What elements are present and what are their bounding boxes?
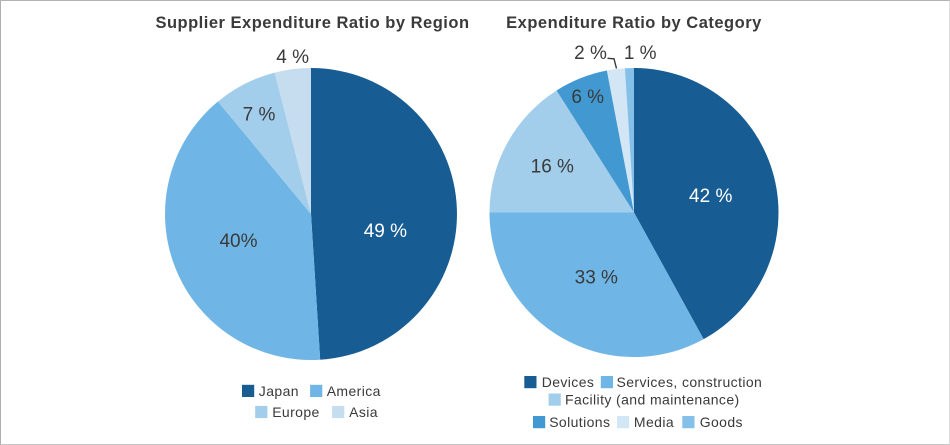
svg-text:Supplier Expenditure Ratio by: Supplier Expenditure Ratio by Region — [155, 14, 469, 32]
svg-text:Media: Media — [634, 414, 674, 430]
svg-text:42 %: 42 % — [689, 186, 732, 207]
svg-text:Solutions: Solutions — [549, 414, 610, 430]
svg-text:4 %: 4 % — [276, 47, 309, 68]
svg-text:49 %: 49 % — [364, 221, 407, 242]
svg-text:1 %: 1 % — [624, 43, 657, 64]
svg-text:America: America — [327, 383, 381, 399]
svg-text:6 %: 6 % — [571, 87, 604, 108]
svg-text:Expenditure Ratio by Category: Expenditure Ratio by Category — [506, 14, 762, 32]
svg-text:40%: 40% — [219, 231, 257, 252]
svg-text:Europe: Europe — [272, 404, 320, 420]
svg-text:2 %: 2 % — [574, 43, 607, 64]
svg-text:33 %: 33 % — [575, 268, 618, 289]
svg-text:7 %: 7 % — [243, 105, 276, 126]
svg-text:Services, construction: Services, construction — [617, 374, 763, 390]
svg-text:Facility (and maintenance): Facility (and maintenance) — [565, 392, 740, 408]
svg-text:Asia: Asia — [349, 404, 378, 420]
svg-text:Goods: Goods — [700, 414, 743, 430]
svg-text:16 %: 16 % — [531, 157, 574, 178]
svg-text:Devices: Devices — [542, 374, 595, 390]
svg-text:Japan: Japan — [259, 383, 299, 399]
